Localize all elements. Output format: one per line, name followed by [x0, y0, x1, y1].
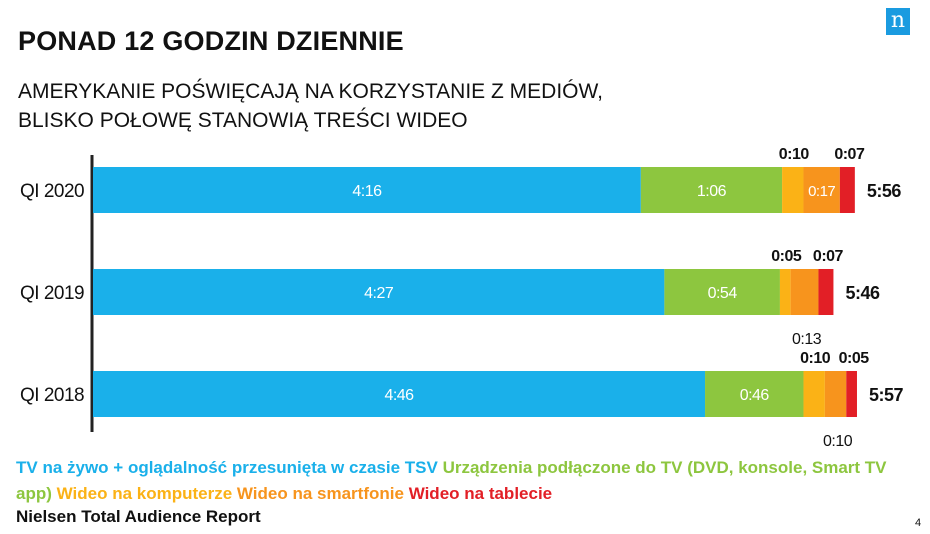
bar-segment-computer — [779, 269, 791, 315]
bar-segment-computer — [782, 167, 804, 213]
data-label-devices: 1:06 — [697, 183, 727, 200]
data-label-tablet: 0:07 — [834, 146, 865, 163]
total-label: 5:46 — [845, 283, 880, 303]
bar-segment-tablet — [846, 371, 857, 417]
legend-item-tv: TV na żywo + oglądalność przesunięta w c… — [16, 458, 438, 477]
bar-segment-tablet — [839, 167, 855, 213]
data-label-tv: 4:46 — [384, 387, 414, 404]
bar-segment-tv — [93, 371, 706, 417]
category-label: QI 2020 — [20, 181, 84, 202]
legend: TV na żywo + oglądalność przesunięta w c… — [16, 455, 916, 507]
data-label-computer: 0:10 — [779, 146, 810, 163]
data-label-smartphone: 0:13 — [792, 331, 822, 348]
subtitle-line-2: BLISKO POŁOWĘ STANOWIĄ TREŚCI WIDEO — [18, 109, 468, 132]
data-label-smartphone: 0:17 — [808, 183, 835, 200]
category-label: QI 2018 — [20, 385, 84, 406]
bar-segment-computer — [803, 371, 825, 417]
total-label: 5:56 — [867, 181, 902, 201]
bar-segment-tv — [93, 269, 665, 315]
legend-item-smartphone: Wideo na smartfonie — [236, 484, 404, 503]
bar-segment-smartphone — [824, 371, 847, 417]
bar-segment-devices — [705, 371, 804, 417]
data-label-tv: 4:16 — [352, 183, 382, 200]
page-title: PONAD 12 GODZIN DZIENNIE — [18, 26, 404, 56]
data-label-tablet: 0:07 — [813, 248, 844, 265]
data-label-computer: 0:10 — [800, 350, 831, 367]
subtitle-line-1: AMERYKANIE POŚWIĘCAJĄ NA KORZYSTANIE Z M… — [18, 80, 603, 103]
category-label: QI 2019 — [20, 283, 84, 304]
data-label-computer: 0:05 — [771, 248, 802, 265]
data-label-tablet: 0:05 — [839, 350, 870, 367]
data-label-devices: 0:46 — [740, 387, 770, 404]
legend-item-computer: Wideo na komputerze — [56, 484, 233, 503]
bar-segment-devices — [664, 269, 780, 315]
total-label: 5:57 — [869, 385, 904, 405]
bar-segment-devices — [640, 167, 783, 213]
bar-segment-tv — [93, 167, 641, 213]
bar-segment-smartphone — [803, 167, 840, 213]
nielsen-logo-icon: n — [886, 8, 910, 35]
data-label-smartphone: 0:10 — [823, 433, 853, 450]
data-label-devices: 0:54 — [708, 285, 738, 302]
source-note: Nielsen Total Audience Report — [16, 507, 261, 526]
stacked-bar-chart: QI 2020 4:16 1:06 0:17 0:10 0:07 5:56 QI 2019 4:… — [20, 146, 904, 450]
legend-item-tablet: Wideo na tablecie — [408, 484, 553, 503]
data-label-tv: 4:27 — [364, 285, 394, 302]
bar-segment-smartphone — [790, 269, 819, 315]
bar-segment-tablet — [818, 269, 834, 315]
legend-item-devices: Urządzenia podłączone do TV (DVD, konsol… — [16, 458, 887, 503]
page-number: 4 — [915, 517, 922, 529]
